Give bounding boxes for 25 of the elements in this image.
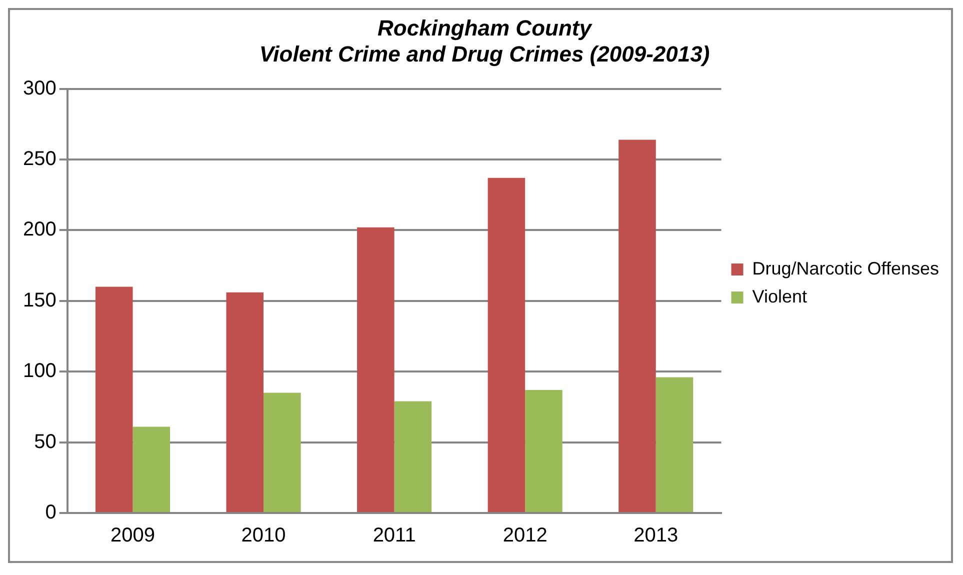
bar (226, 292, 264, 512)
bar (132, 426, 170, 512)
legend-label: Drug/Narcotic Offenses (752, 258, 940, 278)
x-tick-label: 2013 (634, 524, 678, 547)
legend-label: Violent (752, 286, 807, 306)
bar (488, 178, 526, 512)
x-tick-label: 2012 (502, 524, 548, 547)
y-tick-label: 50 (34, 430, 56, 453)
x-tick-label: 2010 (241, 524, 286, 547)
bar (394, 401, 432, 512)
bar (95, 286, 133, 512)
chart-title: Rockingham County Violent Crime and Drug Crimes (2009-2013) (259, 15, 710, 67)
y-tick-label: 300 (22, 77, 56, 100)
y-tick-label: 250 (22, 148, 56, 170)
y-tick-label: 150 (22, 289, 56, 312)
x-tick-label: 2009 (110, 524, 156, 547)
bar (656, 377, 694, 512)
bar (525, 390, 562, 512)
bar (264, 392, 301, 512)
y-tick-label: 200 (22, 218, 56, 241)
y-tick-label: 100 (22, 360, 56, 382)
bar (357, 227, 394, 512)
y-tick-label: 0 (45, 502, 56, 524)
x-tick-label: 2011 (372, 524, 416, 547)
bar (618, 140, 656, 512)
